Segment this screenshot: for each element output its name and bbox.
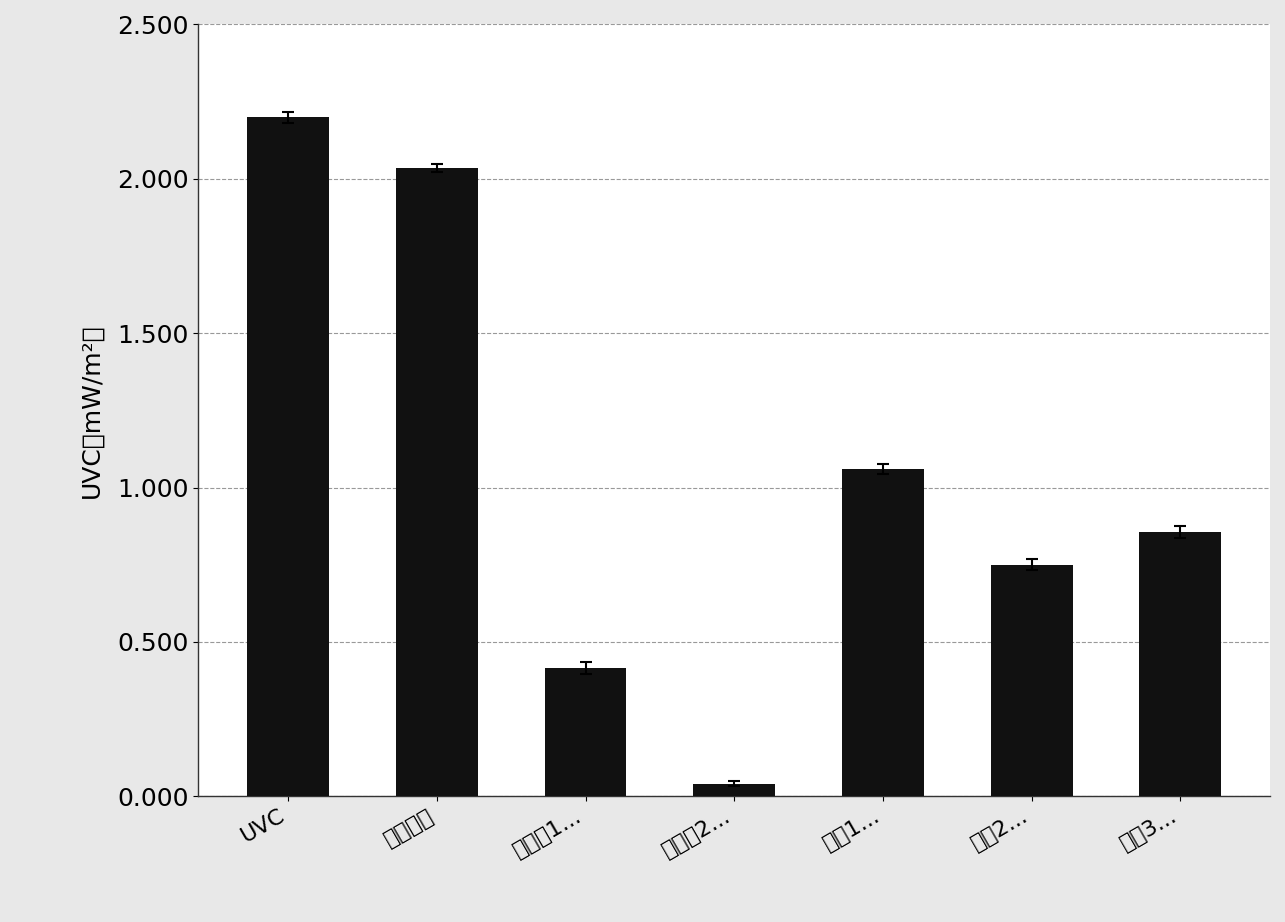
Bar — [694, 784, 775, 797]
Bar — [842, 469, 924, 797]
Bar — [991, 564, 1073, 797]
Bar — [247, 117, 329, 797]
Bar — [1140, 532, 1221, 797]
Y-axis label: UVC（mW/m²）: UVC（mW/m²） — [80, 323, 103, 498]
Bar — [545, 668, 626, 797]
Bar — [396, 168, 478, 797]
